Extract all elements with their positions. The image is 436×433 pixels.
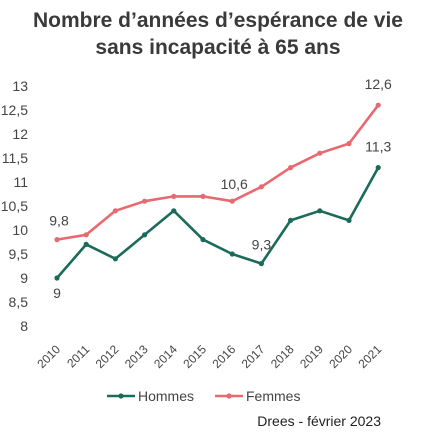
- y-tick-label: 13: [12, 78, 28, 94]
- y-tick-label: 8: [20, 318, 28, 334]
- y-tick-label: 10: [12, 222, 28, 238]
- data-point-femmes: [317, 150, 323, 156]
- series-line-hommes: [56, 166, 380, 279]
- x-tick-label: 2014: [151, 342, 180, 371]
- data-point-femmes: [288, 165, 294, 171]
- data-point-hommes: [200, 237, 206, 243]
- data-point-femmes: [142, 198, 148, 204]
- y-tick-label: 11: [13, 174, 28, 190]
- data-point-femmes: [346, 141, 352, 147]
- y-tick-label: 11,5: [2, 150, 28, 166]
- data-label: 10,6: [221, 176, 248, 192]
- legend-label-femmes: Femmes: [246, 388, 300, 404]
- data-point-femmes: [375, 102, 381, 108]
- legend-marker-hommes: [118, 393, 124, 399]
- data-point-femmes: [112, 208, 118, 214]
- data-point-femmes: [258, 184, 264, 190]
- data-point-hommes: [317, 208, 323, 214]
- data-point-femmes: [200, 193, 206, 199]
- chart-title-line-2: sans incapacité à 65 ans: [95, 36, 341, 59]
- data-label: 9,8: [49, 213, 69, 229]
- data-label: 9: [53, 285, 61, 301]
- data-point-femmes: [54, 237, 60, 243]
- x-tick-label: 2012: [93, 342, 122, 371]
- data-point-hommes: [258, 261, 264, 267]
- x-tick-label: 2018: [268, 342, 297, 371]
- data-label: 11,3: [365, 139, 391, 155]
- legend-label-hommes: Hommes: [138, 388, 194, 404]
- y-tick-label: 9,5: [9, 246, 29, 262]
- data-point-femmes: [83, 232, 89, 238]
- y-tick-label: 9: [20, 270, 28, 286]
- x-tick-label: 2016: [210, 342, 239, 371]
- data-point-hommes: [142, 232, 148, 238]
- y-tick-label: 12: [12, 126, 28, 142]
- x-tick-label: 2020: [326, 342, 355, 371]
- data-point-femmes: [171, 193, 177, 199]
- data-point-hommes: [346, 217, 352, 223]
- data-label: 12,6: [365, 76, 392, 92]
- x-tick-label: 2017: [239, 342, 268, 371]
- x-tick-label: 2015: [180, 342, 209, 371]
- data-point-hommes: [375, 165, 381, 171]
- y-tick-label: 12,5: [1, 102, 28, 118]
- x-tick-label: 2011: [64, 342, 92, 370]
- data-point-hommes: [229, 251, 235, 257]
- data-point-hommes: [83, 241, 89, 247]
- data-point-femmes: [229, 198, 235, 204]
- x-tick-label: 2021: [356, 342, 385, 371]
- data-point-hommes: [112, 256, 118, 262]
- x-tick-label: 2019: [297, 342, 326, 371]
- data-point-hommes: [171, 208, 177, 214]
- chart-title-line-1: Nombre d’années d’espérance de vie: [33, 9, 403, 32]
- series-line-femmes: [56, 104, 380, 241]
- legend-marker-femmes: [226, 393, 232, 399]
- data-point-hommes: [54, 275, 60, 281]
- x-tick-label: 2013: [122, 342, 151, 371]
- data-point-hommes: [288, 217, 294, 223]
- source-note: Drees - février 2023: [257, 413, 381, 429]
- y-tick-label: 8,5: [9, 294, 29, 310]
- x-tick-label: 2010: [34, 342, 63, 371]
- data-label: 9,3: [252, 237, 272, 253]
- y-tick-label: 10,5: [1, 198, 28, 214]
